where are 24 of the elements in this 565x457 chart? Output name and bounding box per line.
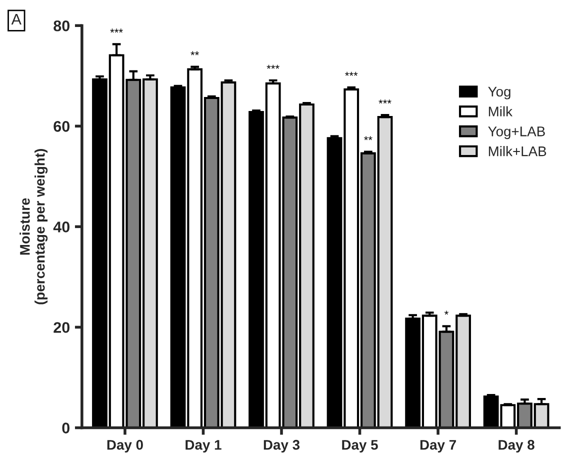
- y-axis-title: Moisture (percentage per weight): [20, 149, 48, 304]
- annotation: **: [364, 136, 372, 140]
- legend-label: Yog: [488, 86, 510, 100]
- y-tick-label: 40: [53, 222, 70, 232]
- x-tick-label: Day 5: [342, 440, 378, 453]
- legend-label: Milk+LAB: [488, 146, 546, 156]
- annotation: ***: [110, 28, 123, 33]
- annotation: *: [444, 310, 448, 315]
- x-tick-label: Day 0: [107, 440, 143, 453]
- text: A: [11, 14, 22, 25]
- y-tick-label: 60: [54, 121, 70, 132]
- x-tick-label: Day 7: [420, 440, 456, 453]
- legend-label: Milk: [488, 106, 513, 116]
- annotation: ***: [345, 72, 358, 76]
- y-tick-label: 20: [54, 322, 70, 333]
- y-tick-label: 0: [62, 422, 70, 434]
- x-tick-label: Day 8: [498, 440, 534, 453]
- x-tick-label: Day 1: [186, 440, 222, 453]
- annotation: ***: [378, 100, 392, 104]
- x-tick-label: Day 3: [264, 440, 300, 453]
- legend-label: Yog+LAB: [488, 126, 545, 140]
- annotation: ***: [266, 64, 280, 69]
- y-tick-label: 80: [54, 20, 70, 32]
- annotation: **: [190, 51, 199, 56]
